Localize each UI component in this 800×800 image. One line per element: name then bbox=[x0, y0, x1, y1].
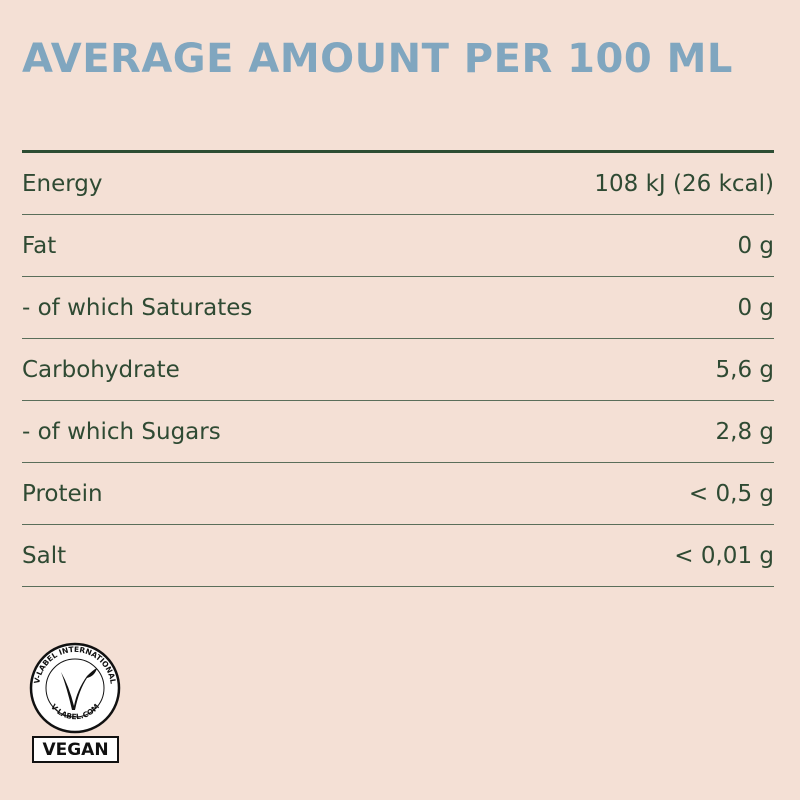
vegan-logo: V-LABEL INTERNATIONAL V-LABEL.COM VEGAN bbox=[29, 642, 121, 763]
nutrient-name: Carbohydrate bbox=[22, 356, 180, 383]
nutrient-name: Salt bbox=[22, 542, 67, 569]
title: AVERAGE AMOUNT PER 100 ML bbox=[22, 36, 733, 82]
nutrient-amount: < 0,5 g bbox=[688, 480, 774, 507]
nutrient-name: Fat bbox=[22, 232, 57, 259]
nutrient-name: Protein bbox=[22, 480, 103, 507]
logo-v bbox=[61, 668, 97, 710]
table-row: Protein < 0,5 g bbox=[22, 463, 774, 525]
nutrient-name: - of which Saturates bbox=[22, 294, 253, 321]
nutrient-amount: 0 g bbox=[737, 232, 774, 259]
table-row: - of which Saturates 0 g bbox=[22, 277, 774, 339]
table-row: Energy 108 kJ (26 kcal) bbox=[22, 153, 774, 215]
badge-box bbox=[32, 736, 119, 763]
nutrient-name: Energy bbox=[22, 170, 103, 197]
table-row: Fat 0 g bbox=[22, 215, 774, 277]
table-row: Salt < 0,01 g bbox=[22, 525, 774, 587]
nutrient-amount: 108 kJ (26 kcal) bbox=[594, 170, 774, 197]
nutrient-amount: 0 g bbox=[737, 294, 774, 321]
nutrient-name: - of which Sugars bbox=[22, 418, 221, 445]
nutrition-table: Energy 108 kJ (26 kcal) Fat 0 g- of which S… bbox=[22, 150, 774, 587]
nutrient-amount: 2,8 g bbox=[715, 418, 775, 445]
nutrient-amount: < 0,01 g bbox=[674, 542, 774, 569]
table-row: - of which Sugars 2,8 g bbox=[22, 401, 774, 463]
badge-text: VEGAN bbox=[42, 740, 108, 760]
nutrient-amount: 5,6 g bbox=[715, 356, 775, 383]
table-row: Carbohydrate 5,6 g bbox=[22, 339, 774, 401]
logo-inner bbox=[45, 658, 105, 718]
